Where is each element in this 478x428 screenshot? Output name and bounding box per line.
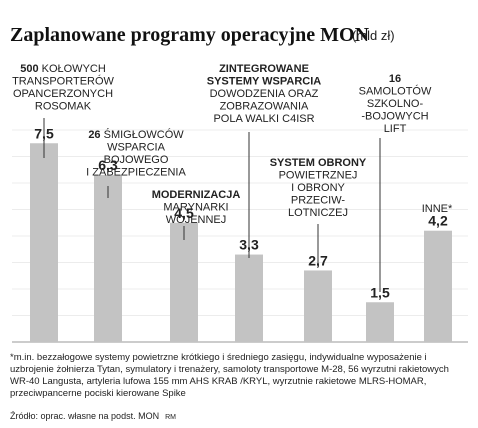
bars xyxy=(30,143,452,342)
category-label-4: ZINTEGROWANE SYSTEMY WSPARCIA DOWODZENIA O… xyxy=(207,63,322,125)
bar-7 xyxy=(424,230,452,342)
source-text: Źródło: oprac. własne na podst. MON xyxy=(10,411,160,421)
source-line: Źródło: oprac. własne na podst. MON RM xyxy=(10,411,176,421)
category-label-3: MODERNIZACJA MARYNARKI WOJENNEJ xyxy=(152,189,241,226)
category-label-1: 500 KOŁOWYCH TRANSPORTERÓW OPANCERZONYCH RO… xyxy=(12,63,114,113)
bar-5 xyxy=(304,270,332,342)
unit-label: (mld zł) xyxy=(352,28,395,43)
value-label-7: 4,2 xyxy=(428,213,448,229)
bar-4 xyxy=(235,254,263,342)
chart-title: Zaplanowane programy operacyjne MON xyxy=(10,24,370,46)
bar-1 xyxy=(30,143,58,342)
bar-3 xyxy=(170,222,198,342)
bar-6 xyxy=(366,302,394,342)
bar-2 xyxy=(94,175,122,342)
category-label-7: INNE* xyxy=(422,203,453,215)
category-labels: 500 KOŁOWYCH TRANSPORTERÓW OPANCERZONYCH RO… xyxy=(12,63,453,292)
value-label-4: 3,3 xyxy=(239,237,259,253)
author-mark: RM xyxy=(165,414,176,421)
bar-chart: 500 KOŁOWYCH TRANSPORTERÓW OPANCERZONYCH RO… xyxy=(12,63,468,343)
category-label-2: 26 ŚMIGŁOWCÓW WSPARCIA BOJOWEGO I ZABEZPIEC… xyxy=(86,128,186,179)
value-label-5: 2,7 xyxy=(308,252,328,268)
category-label-5: SYSTEM OBRONY POWIETRZNEJ I OBRONY PRZECIW-… xyxy=(270,157,367,219)
value-label-2: 6,3 xyxy=(98,157,118,173)
footnote: *m.in. bezzałogowe systemy powietrzne kr… xyxy=(10,352,449,399)
value-labels: 7,5 6,3 4,5 3,3 2,7 1,5 4,2 xyxy=(34,125,448,300)
category-label-6: 16 SAMOLOTÓW SZKOLNO--BOJOWYCH LIFT xyxy=(359,73,432,135)
value-label-1: 7,5 xyxy=(34,125,54,141)
value-label-3: 4,5 xyxy=(174,205,194,221)
value-label-6: 1,5 xyxy=(370,284,390,300)
